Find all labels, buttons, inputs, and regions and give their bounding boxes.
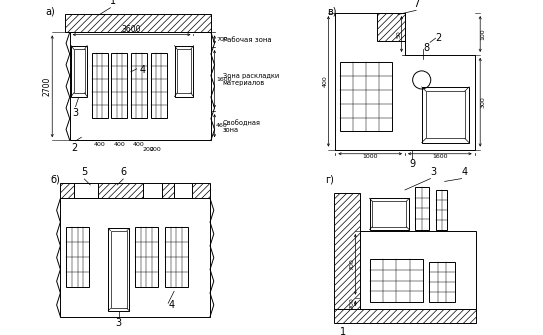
Bar: [165, 227, 187, 287]
Text: в): в): [327, 6, 337, 16]
Bar: [74, 49, 85, 93]
Bar: [131, 53, 147, 118]
Text: 1000: 1000: [362, 154, 378, 159]
Bar: [66, 227, 89, 287]
Bar: [71, 46, 87, 96]
Bar: [162, 184, 174, 198]
Text: 400: 400: [133, 142, 145, 147]
Bar: [370, 198, 409, 229]
Text: б): б): [50, 175, 60, 185]
Bar: [377, 13, 405, 41]
Bar: [111, 230, 127, 309]
Bar: [192, 184, 210, 198]
Text: 3: 3: [72, 108, 78, 118]
Text: 1: 1: [339, 327, 346, 335]
Text: 100: 100: [481, 28, 485, 40]
Bar: [92, 53, 108, 118]
Text: 700: 700: [216, 37, 228, 42]
Text: 1600: 1600: [216, 77, 231, 81]
Bar: [334, 193, 359, 320]
Bar: [65, 13, 211, 32]
Text: Свободная
зона: Свободная зона: [223, 119, 261, 133]
Text: 2: 2: [435, 33, 442, 43]
Text: 1600: 1600: [432, 154, 447, 159]
Text: 9: 9: [409, 159, 415, 169]
Text: 3600: 3600: [122, 25, 141, 34]
Text: Зона раскладки
материалов: Зона раскладки материалов: [223, 73, 279, 85]
Bar: [74, 184, 98, 198]
Text: 1: 1: [110, 0, 116, 6]
Text: 5: 5: [81, 168, 87, 178]
Text: а): а): [45, 6, 55, 16]
Bar: [60, 184, 74, 198]
Text: 460: 460: [216, 123, 228, 128]
Text: 700: 700: [350, 259, 355, 270]
Text: Рабочая зона: Рабочая зона: [223, 37, 271, 43]
Bar: [177, 49, 191, 93]
Text: 6: 6: [120, 168, 127, 178]
Text: 4: 4: [462, 167, 468, 177]
Bar: [422, 87, 469, 143]
Bar: [174, 184, 192, 198]
Bar: [143, 184, 162, 198]
Text: 8: 8: [423, 43, 429, 53]
Bar: [415, 187, 429, 229]
Text: 3: 3: [116, 318, 122, 328]
Text: 4: 4: [168, 300, 174, 310]
Text: 7: 7: [413, 0, 419, 9]
Text: 2: 2: [71, 143, 78, 153]
Bar: [70, 32, 211, 140]
Text: 3: 3: [430, 167, 437, 177]
Text: 200: 200: [150, 147, 161, 152]
Text: г): г): [326, 174, 334, 184]
Text: 4: 4: [140, 65, 146, 75]
Bar: [150, 53, 167, 118]
Text: 400: 400: [113, 142, 125, 147]
Bar: [429, 262, 454, 302]
Bar: [426, 91, 465, 138]
Bar: [359, 231, 476, 309]
Bar: [111, 53, 127, 118]
Text: 400: 400: [94, 142, 105, 147]
Bar: [370, 259, 424, 302]
Bar: [108, 228, 129, 311]
Bar: [135, 227, 157, 287]
Text: 2700: 2700: [43, 77, 52, 96]
Bar: [98, 184, 143, 198]
Bar: [174, 46, 193, 96]
Text: 300: 300: [481, 96, 485, 108]
Bar: [60, 198, 210, 317]
Bar: [339, 62, 393, 131]
Text: 400: 400: [323, 75, 328, 87]
Text: 200: 200: [143, 147, 155, 152]
Bar: [436, 190, 447, 229]
Bar: [372, 201, 406, 227]
Text: 50: 50: [396, 30, 401, 38]
Bar: [334, 309, 476, 323]
Text: 700: 700: [350, 297, 355, 309]
